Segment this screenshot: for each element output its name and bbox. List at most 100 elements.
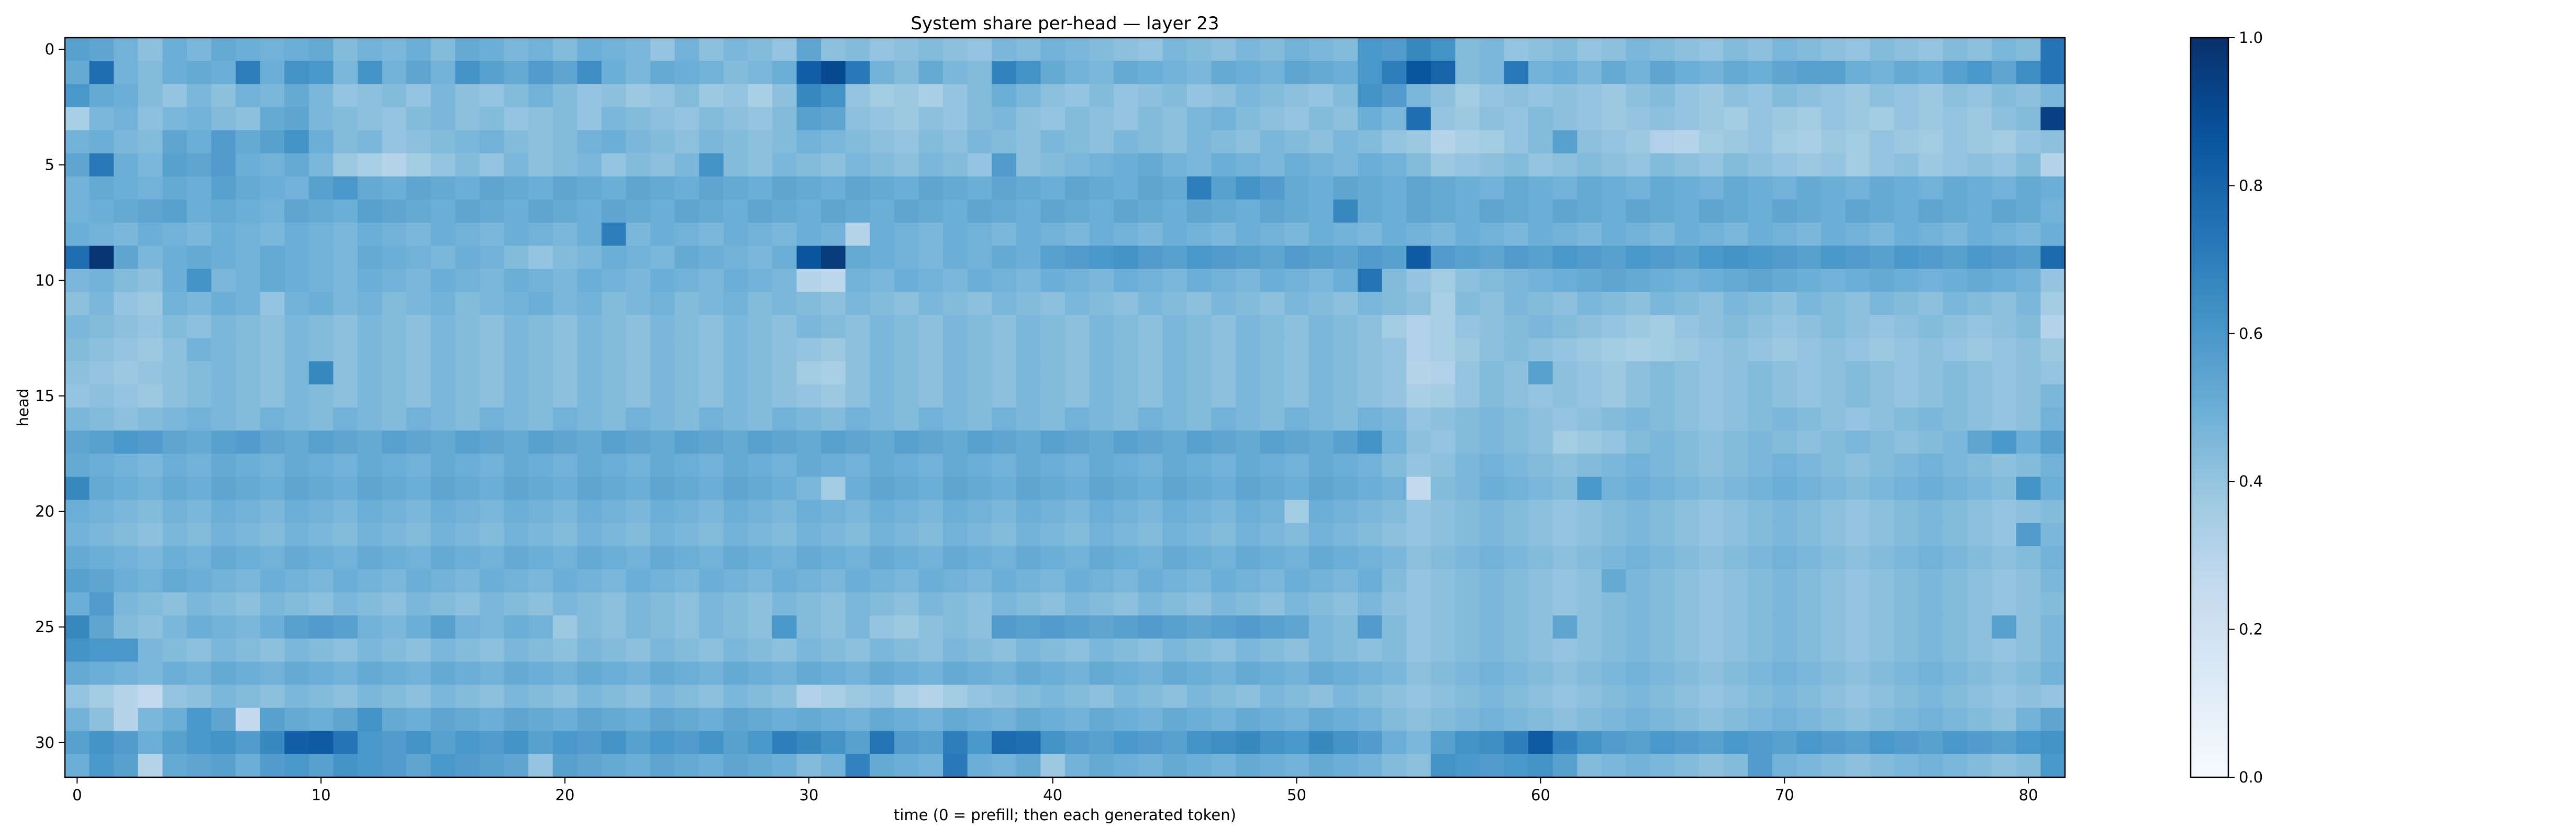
- heatmap-cell: [821, 315, 846, 339]
- heatmap-cell: [2016, 315, 2041, 339]
- heatmap-cell: [2040, 107, 2066, 131]
- heatmap-cell: [358, 685, 383, 709]
- heatmap-cell: [992, 431, 1017, 454]
- heatmap-cell: [308, 107, 334, 131]
- heatmap-cell: [699, 661, 724, 686]
- heatmap-cell: [1236, 754, 1261, 778]
- heatmap-cell: [1406, 38, 1431, 61]
- heatmap-cell: [1699, 431, 1724, 454]
- heatmap-cell: [504, 569, 529, 593]
- heatmap-cell: [114, 615, 139, 639]
- heatmap-cell: [1138, 569, 1163, 593]
- heatmap-cell: [138, 407, 163, 431]
- heatmap-cell: [1821, 361, 1846, 385]
- heatmap-cell: [1479, 84, 1505, 107]
- heatmap-cell: [1089, 407, 1114, 431]
- heatmap-cell: [211, 523, 236, 547]
- heatmap-cell: [674, 477, 699, 501]
- heatmap-cell: [406, 315, 431, 339]
- heatmap-cell: [650, 223, 675, 246]
- heatmap-cell: [382, 431, 407, 454]
- heatmap-cell: [406, 731, 431, 755]
- heatmap-cell: [479, 269, 505, 292]
- heatmap-cell: [601, 61, 627, 84]
- heatmap-cell: [1406, 523, 1431, 547]
- heatmap-cell: [772, 569, 797, 593]
- heatmap-cell: [1967, 315, 1992, 339]
- heatmap-cell: [1284, 454, 1309, 477]
- heatmap-cell: [1674, 223, 1700, 246]
- heatmap-cell: [845, 523, 870, 547]
- heatmap-cell: [430, 199, 456, 223]
- heatmap-cell: [1211, 107, 1236, 131]
- heatmap-cell: [1626, 407, 1651, 431]
- heatmap-cell: [1138, 407, 1163, 431]
- heatmap-cell: [1504, 685, 1529, 709]
- heatmap-cell: [2040, 685, 2066, 709]
- heatmap-cell: [65, 176, 90, 200]
- heatmap-cell: [89, 638, 114, 662]
- heatmap-cell: [894, 754, 919, 778]
- heatmap-cell: [1138, 315, 1163, 339]
- heatmap-cell: [1626, 61, 1651, 84]
- heatmap-cell: [674, 431, 699, 454]
- heatmap-cell: [1138, 615, 1163, 639]
- heatmap-cell: [162, 38, 187, 61]
- heatmap-cell: [406, 84, 431, 107]
- heatmap-cell: [772, 84, 797, 107]
- heatmap-cell: [1065, 500, 1090, 524]
- heatmap-cell: [1138, 523, 1163, 547]
- heatmap-cell: [577, 523, 602, 547]
- heatmap-cell: [1040, 708, 1065, 732]
- heatmap-cell: [1162, 454, 1187, 477]
- heatmap-cell: [1552, 84, 1578, 107]
- heatmap-cell: [1577, 338, 1602, 362]
- heatmap-cell: [430, 685, 456, 709]
- heatmap-cell: [748, 477, 773, 501]
- heatmap-cell: [1723, 477, 1748, 501]
- heatmap-cell: [211, 292, 236, 316]
- heatmap-cell: [870, 176, 895, 200]
- heatmap-cell: [1894, 661, 1919, 686]
- heatmap-cell: [845, 708, 870, 732]
- heatmap-cell: [1406, 546, 1431, 570]
- heatmap-cell: [1186, 708, 1212, 732]
- heatmap-cell: [430, 754, 456, 778]
- heatmap-cell: [1528, 523, 1553, 547]
- heatmap-cell: [528, 246, 553, 269]
- heatmap-cell: [1358, 223, 1383, 246]
- heatmap-cell: [89, 615, 114, 639]
- heatmap-cell: [479, 615, 505, 639]
- heatmap-cell: [2016, 384, 2041, 408]
- heatmap-cell: [284, 107, 309, 131]
- heatmap-cell: [1284, 569, 1309, 593]
- heatmap-cell: [1040, 246, 1065, 269]
- heatmap-cell: [723, 223, 748, 246]
- heatmap-cell: [943, 523, 968, 547]
- heatmap-cell: [236, 38, 261, 61]
- heatmap-cell: [1016, 384, 1041, 408]
- heatmap-cell: [430, 661, 456, 686]
- heatmap-cell: [1723, 61, 1748, 84]
- heatmap-cell: [504, 615, 529, 639]
- heatmap-cell: [284, 592, 309, 616]
- heatmap-cell: [626, 731, 651, 755]
- heatmap-cell: [1845, 292, 1870, 316]
- heatmap-cell: [1040, 130, 1065, 154]
- heatmap-cell: [186, 661, 212, 686]
- heatmap-cell: [1894, 407, 1919, 431]
- heatmap-cell: [284, 685, 309, 709]
- heatmap-cell: [699, 615, 724, 639]
- heatmap-cell: [772, 523, 797, 547]
- heatmap-cell: [992, 638, 1017, 662]
- heatmap-cell: [1821, 500, 1846, 524]
- heatmap-cell: [552, 708, 578, 732]
- heatmap-cell: [1577, 130, 1602, 154]
- heatmap-cell: [65, 569, 90, 593]
- heatmap-cell: [1626, 754, 1651, 778]
- heatmap-cell: [138, 431, 163, 454]
- heatmap-cell: [1138, 592, 1163, 616]
- heatmap-cell: [1894, 223, 1919, 246]
- heatmap-cell: [1479, 454, 1505, 477]
- heatmap-cell: [2016, 84, 2041, 107]
